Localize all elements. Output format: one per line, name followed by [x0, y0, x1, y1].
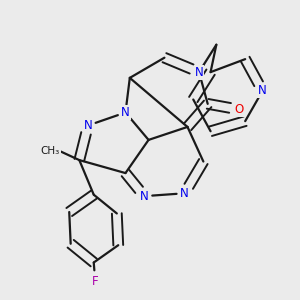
Text: N: N [84, 119, 92, 132]
Text: N: N [258, 84, 267, 98]
Text: O: O [235, 103, 244, 116]
Text: CH₃: CH₃ [41, 146, 60, 156]
Text: N: N [195, 66, 203, 79]
Text: N: N [180, 187, 189, 200]
Text: N: N [121, 106, 130, 119]
Text: F: F [92, 275, 98, 288]
Text: N: N [140, 190, 148, 203]
